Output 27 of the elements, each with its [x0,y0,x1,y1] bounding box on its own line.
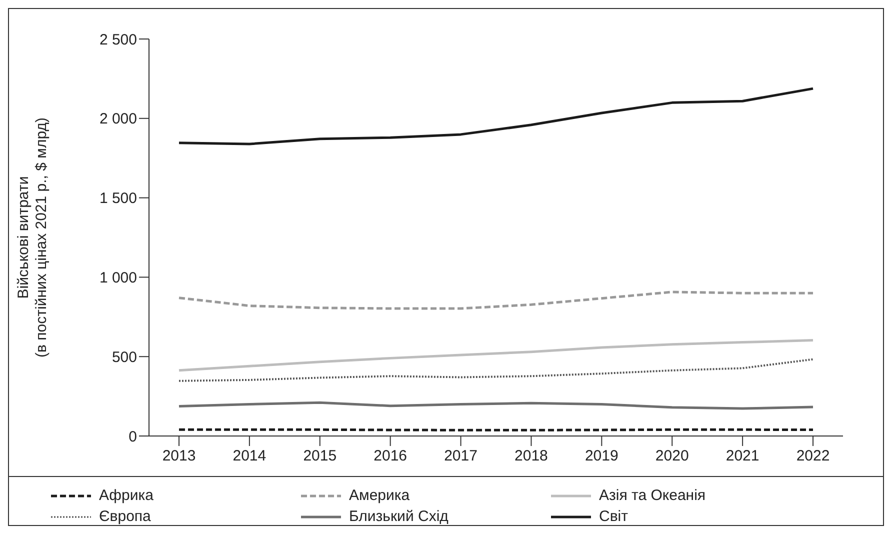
x-tick-label: 2018 [514,448,548,465]
legend-label: Африка [99,487,154,504]
x-tick-label: 2017 [444,448,478,465]
x-tick-label: 2016 [374,448,408,465]
y-tick-label: 0 [128,428,137,446]
y-tick-label: 500 [112,348,137,366]
x-tick-label: 2020 [655,448,689,465]
line-series [178,290,814,310]
line-series [178,358,814,382]
x-tick-label: 2015 [303,448,337,465]
y-tick-label: 2 000 [99,110,137,128]
y-tick-label: 1 500 [99,190,137,208]
x-tick-label: 2021 [726,448,760,465]
y-tick-label: 1 000 [99,270,137,287]
line-series [178,338,814,372]
legend-label: Близький Схід [349,508,448,525]
legend-label: Азія та Океанія [599,487,706,504]
line-series [178,87,814,146]
x-tick-label: 2013 [162,448,196,465]
x-tick-label: 2019 [584,448,618,465]
x-tick-label: 2022 [796,448,830,465]
legend-label: Європа [99,508,151,525]
legend-label: Світ [599,508,628,525]
y-axis-title: Військові витрати (в постійних цінах 2021 р., $ млрд) [15,118,50,358]
legend-label: Америка [349,487,410,504]
x-tick-label: 2014 [232,448,266,465]
y-tick-label: 2 500 [99,31,137,48]
